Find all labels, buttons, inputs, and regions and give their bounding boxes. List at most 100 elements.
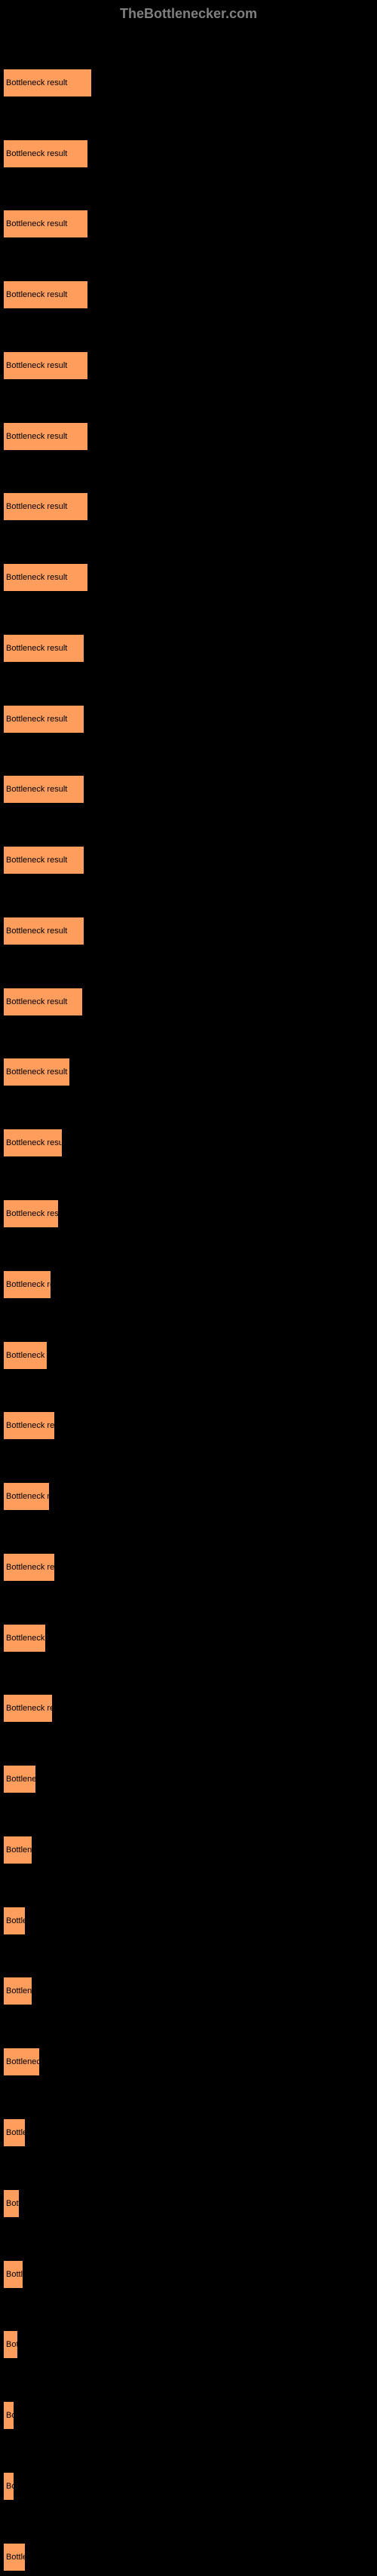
bar-label: Bottleneck resul <box>6 1492 65 1501</box>
bar-category-label <box>3 1091 374 1127</box>
bar-row: Bottleneck result <box>3 596 374 663</box>
bar-category-label <box>3 1162 374 1198</box>
bar-category-label <box>3 173 374 209</box>
bar-category-label <box>3 1940 374 1976</box>
bar-category-label <box>3 2293 374 2329</box>
bar-category-label <box>3 950 374 986</box>
bar-wrapper: Bottleneck result <box>3 634 374 663</box>
bar-row: Bo <box>3 2434 374 2501</box>
bar-category-label <box>3 2010 374 2046</box>
bar-label: Bottleneck result <box>6 785 67 794</box>
bar-row: Bottleneck result <box>3 455 374 522</box>
bar-category-label <box>3 2222 374 2259</box>
bar-label: Bottleneck result <box>6 149 67 158</box>
bar-label: Bottleneck result <box>6 78 67 87</box>
bar-label: Bottl <box>6 2270 23 2279</box>
bar-row: Bottleneck result <box>3 879 374 945</box>
bar-row: Bottle <box>3 1869 374 1935</box>
bottleneck-chart: Bottleneck result Bottleneck result Bottle… <box>0 31 377 2571</box>
bar-category-label <box>3 667 374 703</box>
bar-category-label <box>3 1021 374 1057</box>
bar-row: Bottlene <box>3 1798 374 1864</box>
bar-row: Bottleneck res <box>3 1303 374 1370</box>
bar-wrapper: Bo <box>3 2401 374 2430</box>
bar-label: Bottlenec <box>6 1775 41 1784</box>
bar-category-label <box>3 2152 374 2188</box>
bar-row: Bottleneck result <box>3 1374 374 1441</box>
bar-wrapper: Bottleneck <box>3 2048 374 2076</box>
bar-category-label <box>3 1586 374 1622</box>
bar-label: Bottleneck result <box>6 856 67 865</box>
bar-row: Bottl <box>3 2222 374 2289</box>
bar-label: Bottleneck result <box>6 1067 67 1077</box>
bar-wrapper: Bottleneck result <box>3 917 374 945</box>
bar-label: Bottleneck result <box>6 644 67 653</box>
bar-row: Bot <box>3 2293 374 2360</box>
bar-category-label <box>3 102 374 138</box>
bar-label: Bottleneck result <box>6 361 67 370</box>
bar-category-label <box>3 31 374 67</box>
bar-category-label <box>3 455 374 492</box>
bar-row: Bo <box>3 2363 374 2430</box>
bar-label: Bottleneck result <box>6 432 67 441</box>
bar-row: Bottleneck result <box>3 384 374 451</box>
bar-row: Bottleneck result <box>3 738 374 804</box>
bar-category-label <box>3 596 374 633</box>
bar-wrapper: Bottleneck result <box>3 1199 374 1228</box>
bar-row: Bottleneck result <box>3 1021 374 1087</box>
bar-row: Bottleneck result <box>3 1162 374 1228</box>
bar-label: Bottle <box>6 2128 27 2137</box>
bar-row: Bott <box>3 2152 374 2218</box>
bar-row: Bottleneck result <box>3 102 374 168</box>
bar-wrapper: Bott <box>3 2189 374 2218</box>
bar-category-label <box>3 1515 374 1551</box>
bar-wrapper: Bottleneck result <box>3 988 374 1016</box>
bar-wrapper: Bottleneck result <box>3 563 374 592</box>
bar-label: Bottleneck res <box>6 1634 59 1643</box>
bar-category-label <box>3 525 374 562</box>
bar-label: Bottleneck result <box>6 1280 67 1289</box>
bar-wrapper: Bottlene <box>3 1836 374 1864</box>
bar-category-label <box>3 2505 374 2541</box>
bar-row: Bottlene <box>3 1940 374 2006</box>
bar-wrapper: Bottleneck res <box>3 1624 374 1652</box>
bar-wrapper: Bottleneck result <box>3 280 374 309</box>
site-logo: TheBottlenecker.com <box>0 0 377 31</box>
bar-wrapper: Bot <box>3 2330 374 2359</box>
bar-label: Bottlene <box>6 1845 36 1855</box>
bar-category-label <box>3 1657 374 1693</box>
bar-row: Bottleneck resul <box>3 1444 374 1511</box>
bar-wrapper: Bottleneck result <box>3 846 374 874</box>
bar-label: Bottleneck result <box>6 1209 67 1218</box>
bar-label: Bottleneck res <box>6 1351 59 1360</box>
bar-label: Bottleneck result <box>6 715 67 724</box>
bar-row: Bottleneck result <box>3 1657 374 1723</box>
bar-label: Bottleneck result <box>6 290 67 299</box>
bar-label: Bottleneck result <box>6 573 67 582</box>
bar-wrapper: Bottle <box>3 2118 374 2147</box>
bar-wrapper: Bottleneck result <box>3 351 374 380</box>
bar-category-label <box>3 2434 374 2470</box>
bar-row: Bottle <box>3 2081 374 2147</box>
bar-label: Bott <box>6 2199 21 2208</box>
bar-category-label <box>3 1374 374 1411</box>
bar-row: Bottleneck result <box>3 314 374 380</box>
bar-row: Bottleneck result <box>3 1233 374 1299</box>
bar-label: Bottleneck result <box>6 997 67 1006</box>
bar-wrapper: Bottleneck result <box>3 1694 374 1723</box>
bar-label: Bottleneck result <box>6 1563 67 1572</box>
bar-wrapper: Bottl <box>3 2260 374 2289</box>
bar-row: Bottleneck result <box>3 243 374 309</box>
bar-label: Bottleneck result <box>6 1138 67 1147</box>
bar-row: Bottlenec <box>3 1727 374 1793</box>
bar-label: Bot <box>6 2340 19 2349</box>
bar-wrapper: Bottleneck result <box>3 69 374 97</box>
bar-wrapper: Bottleneck resul <box>3 1482 374 1511</box>
bar-wrapper: Bottle <box>3 1907 374 1935</box>
bar-wrapper: Bottleneck result <box>3 1058 374 1086</box>
bar-label: Bottleneck <box>6 2057 44 2066</box>
bar-label: Bottlene <box>6 1986 36 1996</box>
bar-row: Bottleneck result <box>3 1091 374 1157</box>
bar-wrapper: Bottleneck result <box>3 492 374 521</box>
bar-row: Bottle <box>3 2505 374 2571</box>
